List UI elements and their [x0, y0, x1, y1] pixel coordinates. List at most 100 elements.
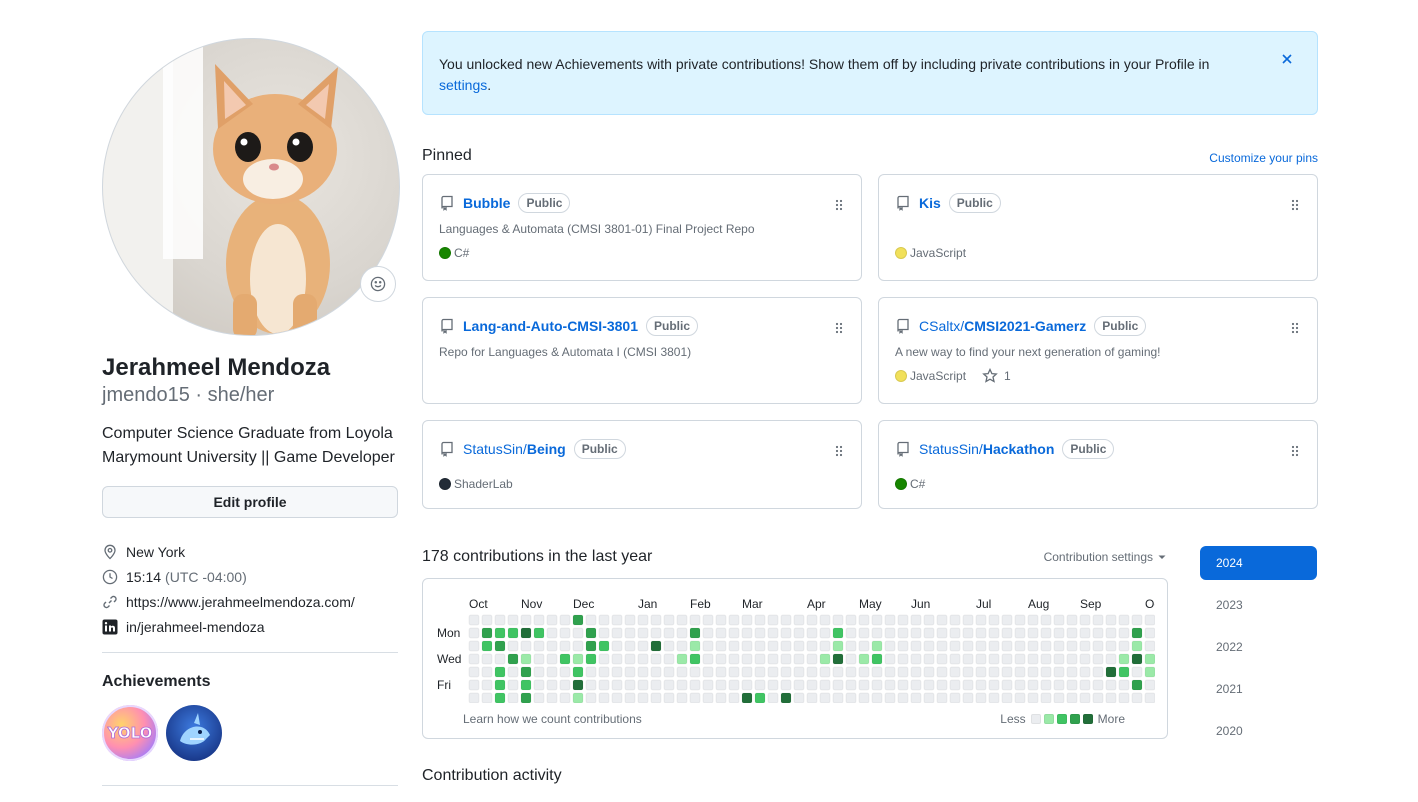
- contribution-day[interactable]: [1105, 653, 1117, 665]
- contribution-day[interactable]: [533, 653, 545, 665]
- contribution-day[interactable]: [1144, 666, 1155, 678]
- contribution-day[interactable]: [897, 640, 909, 652]
- contribution-day[interactable]: [663, 692, 675, 703]
- contribution-day[interactable]: [494, 614, 506, 626]
- contribution-day[interactable]: [871, 692, 883, 703]
- contribution-day[interactable]: [1053, 692, 1065, 703]
- contribution-day[interactable]: [1079, 666, 1091, 678]
- contribution-day[interactable]: [1014, 692, 1026, 703]
- contribution-day[interactable]: [741, 692, 753, 703]
- contribution-day[interactable]: [520, 666, 532, 678]
- contribution-day[interactable]: [741, 614, 753, 626]
- stargazers-link[interactable]: 1: [982, 368, 1011, 384]
- contribution-day[interactable]: [923, 627, 935, 639]
- contribution-day[interactable]: [624, 627, 636, 639]
- contribution-day[interactable]: [468, 666, 480, 678]
- contribution-day[interactable]: [468, 692, 480, 703]
- contribution-day[interactable]: [1014, 679, 1026, 691]
- contribution-day[interactable]: [1040, 679, 1052, 691]
- contribution-day[interactable]: [923, 614, 935, 626]
- contribution-day[interactable]: [1079, 653, 1091, 665]
- contribution-day[interactable]: [494, 666, 506, 678]
- contribution-day[interactable]: [845, 614, 857, 626]
- contribution-day[interactable]: [897, 666, 909, 678]
- contribution-day[interactable]: [611, 614, 623, 626]
- contribution-day[interactable]: [533, 614, 545, 626]
- contribution-day[interactable]: [949, 614, 961, 626]
- contribution-day[interactable]: [702, 653, 714, 665]
- edit-profile-button[interactable]: Edit profile: [102, 486, 398, 518]
- contribution-day[interactable]: [897, 614, 909, 626]
- contribution-day[interactable]: [936, 640, 948, 652]
- contribution-day[interactable]: [715, 692, 727, 703]
- contribution-day[interactable]: [780, 614, 792, 626]
- contribution-day[interactable]: [975, 666, 987, 678]
- contribution-day[interactable]: [832, 640, 844, 652]
- contribution-day[interactable]: [1105, 640, 1117, 652]
- contribution-day[interactable]: [754, 627, 766, 639]
- contribution-day[interactable]: [598, 627, 610, 639]
- contribution-day[interactable]: [806, 614, 818, 626]
- contribution-day[interactable]: [611, 666, 623, 678]
- contribution-day[interactable]: [1092, 627, 1104, 639]
- achievements-title[interactable]: Achievements: [102, 673, 211, 690]
- contribution-day[interactable]: [572, 679, 584, 691]
- contribution-day[interactable]: [910, 653, 922, 665]
- contribution-day[interactable]: [1131, 692, 1143, 703]
- contribution-day[interactable]: [1105, 666, 1117, 678]
- contribution-day[interactable]: [481, 640, 493, 652]
- contribution-day[interactable]: [585, 666, 597, 678]
- contribution-day[interactable]: [754, 679, 766, 691]
- contribution-day[interactable]: [962, 692, 974, 703]
- contribution-day[interactable]: [962, 614, 974, 626]
- contribution-day[interactable]: [962, 679, 974, 691]
- contribution-day[interactable]: [585, 614, 597, 626]
- contribution-day[interactable]: [1144, 653, 1155, 665]
- contribution-day[interactable]: [546, 692, 558, 703]
- contribution-day[interactable]: [1105, 614, 1117, 626]
- contribution-day[interactable]: [1131, 640, 1143, 652]
- contribution-day[interactable]: [923, 653, 935, 665]
- contribution-day[interactable]: [988, 653, 1000, 665]
- contribution-day[interactable]: [897, 653, 909, 665]
- contribution-day[interactable]: [819, 614, 831, 626]
- contribution-day[interactable]: [728, 653, 740, 665]
- contribution-day[interactable]: [676, 679, 688, 691]
- contribution-day[interactable]: [728, 640, 740, 652]
- contribution-day[interactable]: [1118, 627, 1130, 639]
- contribution-day[interactable]: [1066, 692, 1078, 703]
- contribution-day[interactable]: [559, 679, 571, 691]
- contribution-day[interactable]: [1053, 679, 1065, 691]
- contribution-day[interactable]: [754, 666, 766, 678]
- contribution-day[interactable]: [637, 627, 649, 639]
- contribution-day[interactable]: [1118, 666, 1130, 678]
- contribution-day[interactable]: [988, 640, 1000, 652]
- contribution-day[interactable]: [1053, 666, 1065, 678]
- contribution-day[interactable]: [923, 692, 935, 703]
- contribution-day[interactable]: [507, 653, 519, 665]
- contribution-day[interactable]: [910, 679, 922, 691]
- linkedin-link[interactable]: in/jerahmeel-mendoza: [126, 618, 265, 635]
- contribution-day[interactable]: [741, 679, 753, 691]
- contribution-day[interactable]: [1040, 627, 1052, 639]
- contribution-day[interactable]: [871, 614, 883, 626]
- contribution-day[interactable]: [819, 627, 831, 639]
- contribution-day[interactable]: [624, 666, 636, 678]
- contribution-day[interactable]: [494, 627, 506, 639]
- contribution-day[interactable]: [1001, 692, 1013, 703]
- contribution-day[interactable]: [689, 627, 701, 639]
- contribution-day[interactable]: [793, 692, 805, 703]
- contribution-day[interactable]: [533, 627, 545, 639]
- contribution-day[interactable]: [559, 627, 571, 639]
- contribution-day[interactable]: [676, 692, 688, 703]
- learn-contributions-link[interactable]: Learn how we count contributions: [463, 712, 642, 726]
- contribution-day[interactable]: [637, 614, 649, 626]
- pull-shark-badge[interactable]: [166, 705, 222, 761]
- contribution-day[interactable]: [650, 666, 662, 678]
- contribution-day[interactable]: [1105, 627, 1117, 639]
- contribution-day[interactable]: [1001, 666, 1013, 678]
- contribution-day[interactable]: [598, 653, 610, 665]
- contribution-day[interactable]: [949, 627, 961, 639]
- contribution-day[interactable]: [637, 666, 649, 678]
- close-icon[interactable]: [1279, 51, 1295, 67]
